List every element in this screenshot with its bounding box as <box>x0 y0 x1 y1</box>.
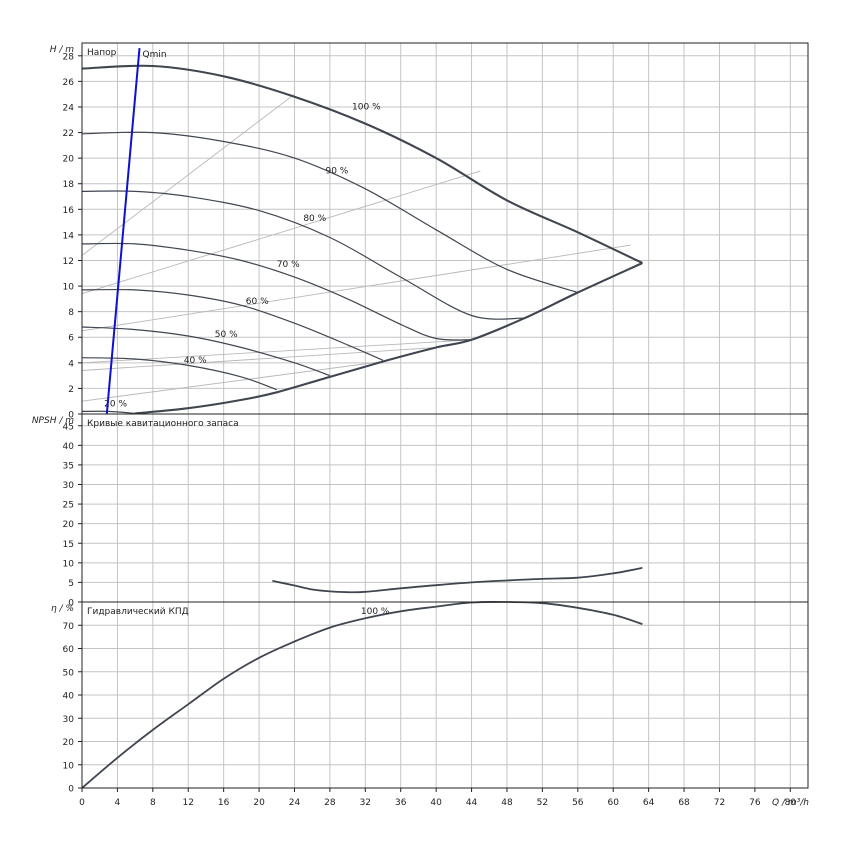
y-tick-label: 18 <box>63 180 75 190</box>
speed-curve-label: 100 % <box>352 103 381 113</box>
y-tick-label: 4 <box>68 359 74 369</box>
efficiency-line <box>81 361 384 402</box>
speed-curve-label: 60 % <box>246 297 269 307</box>
x-tick-label: 72 <box>714 798 725 808</box>
y-tick-label: 26 <box>63 78 75 88</box>
speed-curve-label: 70 % <box>277 260 300 270</box>
x-tick-label: 32 <box>360 798 371 808</box>
y-tick-label: 5 <box>68 579 74 589</box>
x-tick-label: 24 <box>289 798 301 808</box>
x-axis-label: Q / m³/h <box>772 798 809 808</box>
y-tick-label: 30 <box>63 715 75 725</box>
x-tick-label: 80 <box>785 798 797 808</box>
speed-curve <box>81 64 643 264</box>
y-tick-label: 35 <box>63 461 74 471</box>
panel-title: Кривые кавитационного запаса <box>87 419 239 429</box>
x-tick-label: 48 <box>501 798 513 808</box>
speed-curve <box>81 326 331 377</box>
x-tick-label: 8 <box>150 798 156 808</box>
y-axis-label: H / m <box>50 45 75 55</box>
x-tick-label: 12 <box>183 798 194 808</box>
speed-curve <box>81 288 384 361</box>
speed-curve <box>81 242 472 341</box>
speed-curve-label: 50 % <box>215 330 238 340</box>
x-tick-label: 4 <box>115 798 121 808</box>
y-tick-label: 60 <box>63 645 75 655</box>
y-tick-label: 22 <box>63 129 74 139</box>
y-tick-label: 50 <box>63 668 75 678</box>
operating-limit-curve <box>134 262 643 415</box>
y-tick-label: 20 <box>63 520 75 530</box>
x-tick-label: 0 <box>79 798 85 808</box>
y-axis-label: NPSH / m <box>32 416 74 426</box>
speed-curve <box>81 357 278 391</box>
x-tick-label: 60 <box>607 798 619 808</box>
y-axis-label: η / % <box>51 604 74 614</box>
efficiency-curve-label: 100 % <box>361 607 390 617</box>
x-tick-label: 36 <box>395 798 407 808</box>
panel-frame <box>81 601 809 789</box>
x-tick-label: 56 <box>572 798 584 808</box>
y-tick-label: 70 <box>63 622 75 632</box>
qmin-label: Qmin <box>143 50 167 60</box>
x-tick-label: 40 <box>430 798 442 808</box>
y-tick-label: 0 <box>68 599 74 609</box>
panel-title: Гидравлический КПД <box>87 607 189 617</box>
y-tick-label: 2 <box>68 385 74 395</box>
y-tick-label: 10 <box>63 761 75 771</box>
y-tick-label: 40 <box>63 692 75 702</box>
y-tick-label: 15 <box>63 540 74 550</box>
x-tick-label: 28 <box>324 798 336 808</box>
y-tick-label: 25 <box>63 501 74 511</box>
speed-curve <box>81 190 525 320</box>
panel-title: Напор <box>87 48 117 58</box>
y-tick-label: 24 <box>63 103 75 113</box>
efficiency-curve <box>81 601 643 789</box>
y-tick-label: 0 <box>68 411 74 421</box>
plot-background <box>82 43 808 788</box>
y-tick-label: 6 <box>68 334 74 344</box>
x-tick-label: 64 <box>643 798 655 808</box>
efficiency-line <box>81 170 481 295</box>
x-tick-label: 76 <box>749 798 761 808</box>
y-tick-label: 20 <box>63 155 75 165</box>
y-tick-label: 16 <box>63 206 75 216</box>
y-tick-label: 14 <box>63 231 75 241</box>
y-tick-label: 12 <box>63 257 74 267</box>
x-tick-label: 68 <box>678 798 690 808</box>
y-tick-label: 20 <box>63 738 75 748</box>
x-tick-label: 20 <box>253 798 265 808</box>
y-tick-label: 45 <box>63 422 74 432</box>
y-tick-label: 10 <box>63 283 75 293</box>
efficiency-line <box>81 339 472 364</box>
speed-curve <box>81 131 578 294</box>
speed-curve <box>81 410 136 414</box>
efficiency-line <box>81 93 295 256</box>
efficiency-line <box>81 244 631 332</box>
npsh-curve <box>272 567 643 594</box>
y-tick-label: 10 <box>63 559 75 569</box>
y-tick-label: 30 <box>63 481 75 491</box>
speed-curve-label: 80 % <box>303 214 326 224</box>
speed-curve-label: 20 % <box>104 399 127 409</box>
y-tick-label: 40 <box>63 442 75 452</box>
x-tick-label: 44 <box>466 798 478 808</box>
y-tick-label: 0 <box>68 785 74 795</box>
y-tick-label: 8 <box>68 308 74 318</box>
qmin-line <box>105 48 141 415</box>
efficiency-line <box>81 347 437 371</box>
x-tick-label: 52 <box>537 798 548 808</box>
x-tick-label: 16 <box>218 798 230 808</box>
speed-curve-label: 90 % <box>325 166 348 176</box>
y-tick-label: 28 <box>63 52 75 62</box>
speed-curve-label: 40 % <box>184 356 207 366</box>
